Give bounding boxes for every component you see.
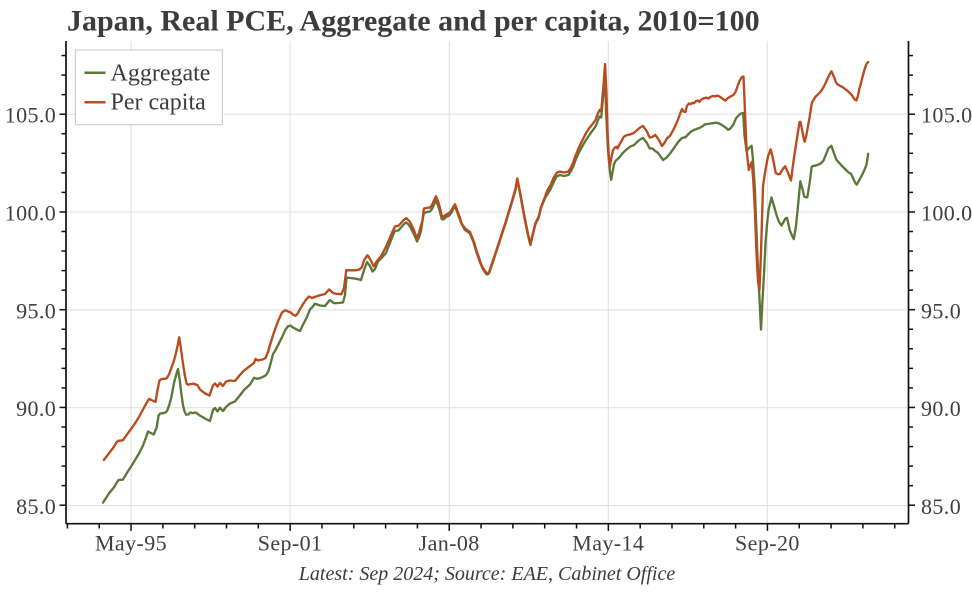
- svg-text:100.0: 100.0: [921, 201, 972, 226]
- svg-text:May-14: May-14: [572, 531, 644, 556]
- svg-text:Jan-08: Jan-08: [419, 531, 480, 556]
- svg-text:Per capita: Per capita: [111, 90, 207, 116]
- svg-text:105.0: 105.0: [921, 103, 972, 128]
- svg-text:90.0: 90.0: [16, 396, 56, 421]
- svg-text:Japan, Real PCE, Aggregate and: Japan, Real PCE, Aggregate and per capit…: [67, 5, 760, 38]
- svg-text:Sep-01: Sep-01: [258, 531, 323, 556]
- svg-text:May-95: May-95: [95, 531, 167, 556]
- svg-text:Sep-20: Sep-20: [735, 531, 800, 556]
- svg-text:100.0: 100.0: [5, 201, 57, 226]
- svg-text:90.0: 90.0: [921, 396, 961, 421]
- svg-text:Latest: Sep 2024; Source: EAE,: Latest: Sep 2024; Source: EAE, Cabinet O…: [298, 563, 676, 585]
- svg-text:85.0: 85.0: [16, 494, 56, 519]
- svg-text:95.0: 95.0: [16, 298, 56, 323]
- svg-text:105.0: 105.0: [5, 103, 57, 128]
- svg-text:95.0: 95.0: [921, 298, 961, 323]
- svg-text:Aggregate: Aggregate: [111, 61, 211, 87]
- svg-text:85.0: 85.0: [921, 494, 961, 519]
